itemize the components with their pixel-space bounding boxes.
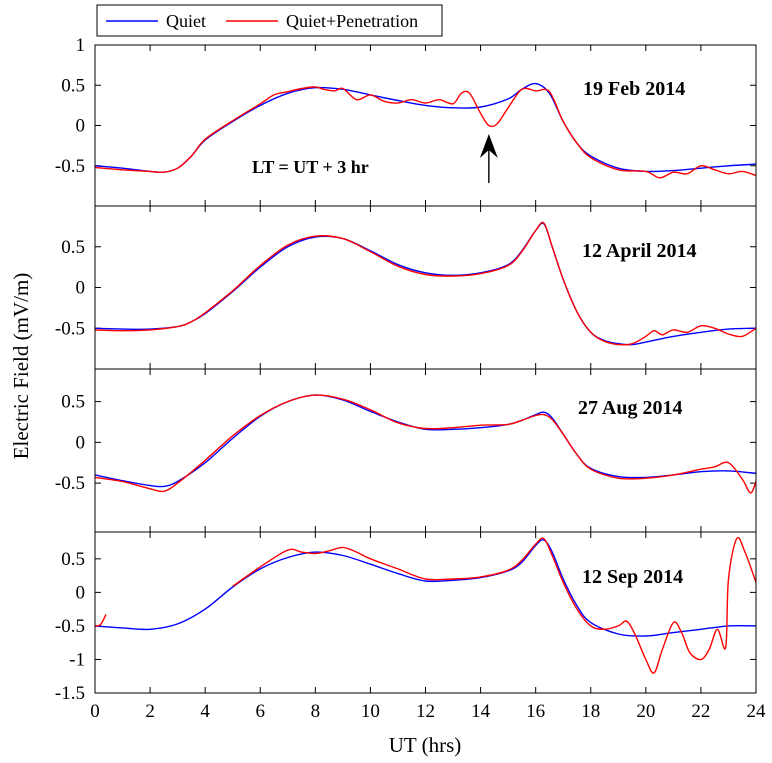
x-tick-label: 22	[691, 701, 710, 722]
y-tick-label: 0	[76, 582, 86, 603]
lt-annotation: LT = UT + 3 hr	[252, 157, 369, 177]
x-tick-label: 24	[747, 701, 767, 722]
plot-frame	[94, 531, 757, 694]
plot-frame	[94, 205, 757, 370]
x-tick-label: 16	[526, 701, 545, 722]
y-tick-label: -1.5	[55, 683, 85, 704]
y-tick-label: -0.5	[55, 156, 85, 177]
panel-date-label: 12 April 2014	[582, 240, 696, 262]
panel-27-aug-2014: -0.5 0 0.5 27 Aug 2014	[55, 368, 757, 533]
series-line-quiet-penetration	[95, 86, 756, 179]
y-tick-label: -0.5	[55, 318, 85, 339]
series-line-quiet	[95, 394, 756, 488]
x-tick-label: 10	[361, 701, 380, 722]
y-tick-label: 0	[76, 432, 86, 453]
y-tick-label: 0.5	[61, 549, 85, 570]
panel-date-label: 12 Sep 2014	[582, 566, 683, 588]
chart-panels: -0.5 0 0.5 1 19 Feb 2014 LT = UT + 3 hr -0.5 0 0…	[55, 35, 766, 722]
y-tick-label: 0	[76, 278, 86, 299]
x-tick-label: 12	[416, 701, 435, 722]
y-tick-label: -0.5	[55, 616, 85, 637]
y-tick-label: 1	[76, 35, 86, 56]
legend-label-quiet: Quiet	[166, 11, 206, 31]
x-tick-label: 18	[581, 701, 600, 722]
series-line-quiet-penetration	[95, 394, 756, 494]
x-tick-label: 0	[90, 701, 100, 722]
series-line-quiet-penetration	[95, 221, 756, 346]
panel-12-april-2014: -0.5 0 0.5 12 April 2014	[55, 205, 757, 370]
y-tick-label: 0.5	[61, 237, 85, 258]
panel-date-label: 19 Feb 2014	[583, 78, 685, 100]
legend-label-quiet-penetration: Quiet+Penetration	[286, 11, 418, 31]
x-tick-label: 2	[145, 701, 155, 722]
y-tick-label: 0	[76, 116, 86, 137]
y-tick-label: -1	[69, 649, 85, 670]
x-tick-label: 4	[200, 701, 210, 722]
plot-frame	[94, 44, 757, 207]
series-line-quiet-penetration	[232, 536, 756, 674]
series-line-quiet-penetration	[95, 614, 107, 627]
penetration-arrow-head	[479, 134, 498, 158]
y-tick-label: 0.5	[61, 392, 85, 413]
x-axis-title: UT (hrs)	[389, 733, 462, 757]
x-tick-label: 8	[311, 701, 321, 722]
legend: Quiet Quiet+Penetration	[96, 4, 443, 37]
x-tick-label: 20	[636, 701, 655, 722]
y-tick-label: -0.5	[55, 473, 85, 494]
panel-19-feb-2014: -0.5 0 0.5 1 19 Feb 2014 LT = UT + 3 hr	[55, 35, 757, 207]
y-tick-label: 0.5	[61, 75, 85, 96]
x-tick-label: 6	[256, 701, 266, 722]
panel-date-label: 27 Aug 2014	[578, 397, 682, 419]
y-axis-title: Electric Field (mV/m)	[9, 273, 33, 460]
x-tick-label: 14	[471, 701, 491, 722]
plot-frame	[94, 368, 757, 533]
